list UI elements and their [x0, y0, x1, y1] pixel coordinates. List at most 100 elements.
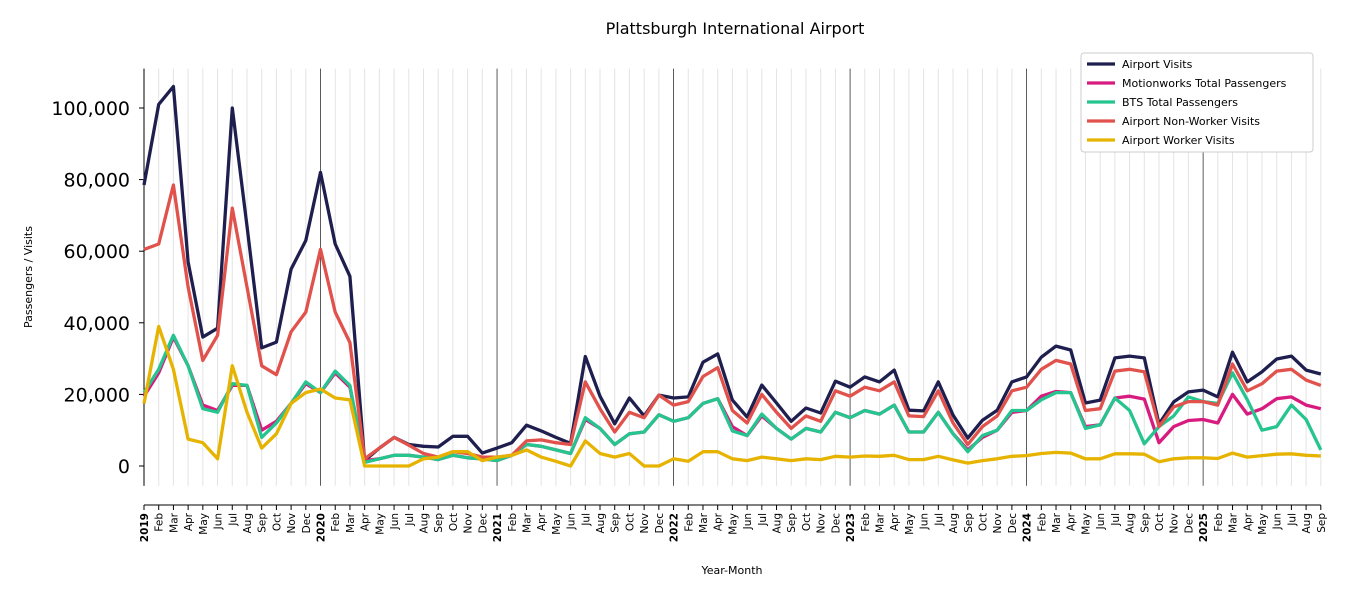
x-tick-label-month: Sep	[963, 513, 975, 533]
x-axis-label: Year-Month	[700, 564, 762, 577]
x-tick-label-year: 2024	[1022, 513, 1034, 542]
x-tick-label-month: Dec	[477, 513, 489, 534]
x-tick-label-month: Mar	[168, 512, 180, 532]
x-tick-label-month: Apr	[889, 512, 901, 531]
axes: 2019 Feb Mar Apr May Jun Jul Aug Sep Oct Nov Dec 202…	[51, 68, 1328, 542]
x-tick-label-month: Nov	[286, 513, 298, 534]
x-tick-label-month: Jun	[566, 513, 578, 530]
x-tick-label-month: May	[1080, 513, 1092, 535]
x-tick-label-month: Jul	[1110, 513, 1122, 527]
x-tick-label-month: Sep	[1139, 513, 1151, 533]
x-tick-label-month: Aug	[418, 513, 430, 534]
x-tick-label-month: Oct	[271, 513, 283, 531]
x-tick-label-month: Jun	[213, 513, 225, 530]
x-tick-label-month: Sep	[257, 513, 269, 533]
x-tick-label-month: Nov	[639, 513, 651, 534]
x-tick-label-month: Jul	[227, 513, 239, 527]
x-tick-label-month: May	[1257, 513, 1269, 535]
x-tick-label-month: Mar	[875, 512, 887, 532]
x-tick-label-month: Nov	[463, 513, 475, 534]
x-tick-label-month: Dec	[654, 513, 666, 534]
y-tick-label: 60,000	[64, 241, 130, 263]
x-tick-label-month: May	[374, 513, 386, 535]
x-tick-label-month: Sep	[433, 513, 445, 533]
x-tick-label-month: Jul	[580, 513, 592, 527]
x-tick-label-month: Feb	[330, 513, 342, 532]
legend-label: Airport Worker Visits	[1122, 134, 1235, 147]
series-line-airport-worker-visits	[142, 324, 1321, 468]
x-tick-label-month: Feb	[683, 513, 695, 532]
x-tick-label-month: Mar	[521, 512, 533, 532]
x-tick-label-month: Jul	[933, 513, 945, 527]
y-tick-label: 100,000	[51, 98, 130, 120]
x-tick-label-month: Jul	[404, 513, 416, 527]
legend-label: Motionworks Total Passengers	[1122, 77, 1287, 90]
x-tick-label-month: Feb	[154, 513, 166, 532]
x-tick-label-month: Aug	[948, 513, 960, 534]
x-tick-label-month: Jun	[919, 513, 931, 530]
x-tick-label-month: Mar	[1228, 512, 1240, 532]
x-tick-label-month: Aug	[595, 513, 607, 534]
x-tick-label-month: Oct	[801, 513, 813, 531]
x-tick-label-month: Aug	[1301, 513, 1313, 534]
series-line-airport-non-worker-visits	[143, 183, 1322, 461]
x-tick-label-month: Dec	[301, 513, 313, 534]
x-tick-label-year: 2021	[492, 513, 504, 542]
legend: Airport Visits Motionworks Total Passenge…	[1080, 52, 1314, 153]
x-tick-label-month: Mar	[698, 512, 710, 532]
x-tick-label-month: Aug	[1125, 513, 1137, 534]
x-tick-label-year: 2020	[316, 513, 328, 542]
x-tick-label-month: Feb	[507, 513, 519, 532]
x-tick-label-month: Sep	[610, 513, 622, 533]
x-tick-label-month: Jun	[1272, 513, 1284, 530]
x-tick-label-year: 2023	[845, 513, 857, 542]
x-tick-label-month: Apr	[1066, 512, 1078, 531]
x-tick-label-month: Apr	[713, 512, 725, 531]
x-tick-label-month: Feb	[1213, 513, 1225, 532]
x-tick-label-month: Apr	[536, 512, 548, 531]
y-tick-label: 40,000	[64, 313, 130, 335]
x-tick-label-year: 2019	[139, 513, 151, 542]
y-tick-label: 80,000	[64, 170, 130, 192]
x-tick-label-month: Sep	[1316, 513, 1328, 533]
x-tick-label-month: Oct	[977, 513, 989, 531]
x-tick-label-month: Mar	[345, 512, 357, 532]
x-tick-label-month: Nov	[992, 513, 1004, 534]
y-axis-label: Passengers / Visits	[22, 226, 35, 328]
x-tick-label-month: Feb	[860, 513, 872, 532]
x-tick-label-month: Oct	[448, 513, 460, 531]
y-tick-label: 0	[118, 456, 130, 478]
x-tick-label-month: May	[904, 513, 916, 535]
x-tick-label-month: Oct	[624, 513, 636, 531]
x-tick-label-month: Aug	[242, 513, 254, 534]
x-tick-label-month: Apr	[183, 512, 195, 531]
x-tick-label-month: May	[727, 513, 739, 535]
x-tick-label-month: Jun	[742, 513, 754, 530]
x-tick-label-year: 2022	[669, 513, 681, 542]
x-tick-label-month: Aug	[772, 513, 784, 534]
x-tick-label-month: Apr	[1242, 512, 1254, 531]
x-tick-label-month: May	[551, 513, 563, 535]
legend-label: Airport Visits	[1122, 58, 1193, 71]
x-tick-label-year: 2025	[1198, 513, 1210, 542]
x-tick-label-month: Oct	[1154, 513, 1166, 531]
legend-label: BTS Total Passengers	[1122, 96, 1238, 109]
x-tick-label-month: Nov	[816, 513, 828, 534]
x-tick-label-month: Dec	[1007, 513, 1019, 534]
chart-title: Plattsburgh International Airport	[606, 19, 865, 38]
x-tick-label-month: Mar	[1051, 512, 1063, 532]
series-lines	[142, 84, 1323, 468]
x-tick-label-month: Jun	[1095, 513, 1107, 530]
x-tick-label-month: Feb	[1036, 513, 1048, 532]
x-tick-label-month: Apr	[360, 512, 372, 531]
y-tick-label: 20,000	[64, 384, 130, 406]
x-tick-label-month: Jun	[389, 513, 401, 530]
x-tick-label-month: Dec	[830, 513, 842, 534]
x-tick-label-month: Sep	[786, 513, 798, 533]
x-tick-label-month: Jul	[757, 513, 769, 527]
x-tick-label-month: May	[198, 513, 210, 535]
x-tick-label-month: Jul	[1286, 513, 1298, 527]
x-tick-label-month: Dec	[1183, 513, 1195, 534]
series-line-airport-visits	[142, 84, 1322, 463]
